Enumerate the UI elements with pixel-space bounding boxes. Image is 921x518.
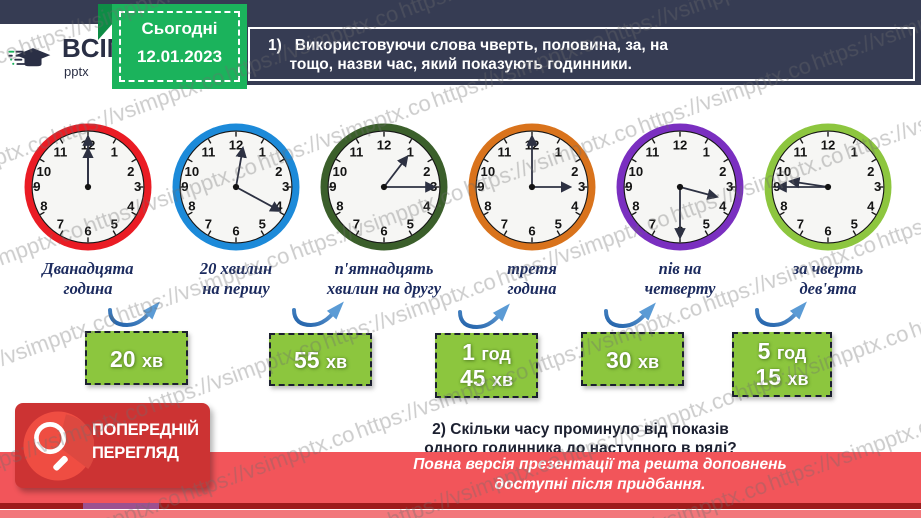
- svg-text:9: 9: [625, 179, 632, 194]
- svg-text:3: 3: [726, 179, 733, 194]
- svg-text:6: 6: [84, 223, 91, 238]
- svg-text:1: 1: [259, 145, 266, 160]
- svg-text:10: 10: [777, 164, 792, 179]
- svg-text:2: 2: [127, 164, 134, 179]
- svg-text:5: 5: [703, 216, 710, 231]
- svg-text:11: 11: [349, 145, 363, 160]
- svg-text:8: 8: [780, 198, 787, 213]
- svg-text:8: 8: [188, 198, 195, 213]
- svg-text:11: 11: [53, 145, 67, 160]
- svg-text:1: 1: [851, 145, 858, 160]
- svg-text:4: 4: [127, 198, 135, 213]
- svg-text:2: 2: [867, 164, 874, 179]
- svg-text:4: 4: [867, 198, 875, 213]
- svg-text:12: 12: [229, 138, 244, 153]
- svg-text:11: 11: [645, 145, 659, 160]
- svg-text:5: 5: [407, 216, 414, 231]
- svg-text:2: 2: [719, 164, 726, 179]
- svg-text:11: 11: [793, 145, 807, 160]
- svg-text:12: 12: [821, 138, 836, 153]
- svg-text:10: 10: [185, 164, 200, 179]
- svg-text:4: 4: [275, 198, 283, 213]
- svg-text:3: 3: [874, 179, 881, 194]
- svg-text:8: 8: [484, 198, 491, 213]
- svg-text:7: 7: [501, 216, 508, 231]
- svg-text:10: 10: [629, 164, 644, 179]
- svg-text:5: 5: [851, 216, 858, 231]
- svg-text:1: 1: [111, 145, 118, 160]
- svg-text:12: 12: [673, 138, 688, 153]
- svg-text:3: 3: [134, 179, 141, 194]
- svg-text:11: 11: [497, 145, 511, 160]
- svg-text:6: 6: [824, 223, 831, 238]
- svg-text:4: 4: [719, 198, 727, 213]
- svg-text:3: 3: [282, 179, 289, 194]
- svg-text:3: 3: [430, 179, 437, 194]
- svg-text:7: 7: [797, 216, 804, 231]
- svg-text:4: 4: [423, 198, 431, 213]
- svg-text:1: 1: [555, 145, 562, 160]
- svg-text:9: 9: [773, 179, 780, 194]
- svg-text:8: 8: [40, 198, 47, 213]
- svg-text:1: 1: [407, 145, 414, 160]
- svg-text:2: 2: [275, 164, 282, 179]
- svg-text:10: 10: [481, 164, 496, 179]
- svg-text:7: 7: [649, 216, 656, 231]
- svg-text:7: 7: [353, 216, 360, 231]
- svg-text:10: 10: [333, 164, 348, 179]
- svg-text:5: 5: [111, 216, 118, 231]
- svg-text:6: 6: [232, 223, 239, 238]
- svg-text:9: 9: [181, 179, 188, 194]
- svg-text:8: 8: [336, 198, 343, 213]
- svg-text:5: 5: [259, 216, 266, 231]
- svg-text:7: 7: [57, 216, 64, 231]
- svg-text:2: 2: [423, 164, 430, 179]
- svg-text:10: 10: [37, 164, 52, 179]
- svg-text:9: 9: [33, 179, 40, 194]
- svg-text:6: 6: [528, 223, 535, 238]
- svg-text:2: 2: [571, 164, 578, 179]
- svg-text:3: 3: [578, 179, 585, 194]
- svg-text:12: 12: [377, 138, 392, 153]
- svg-text:1: 1: [703, 145, 710, 160]
- svg-text:11: 11: [201, 145, 215, 160]
- svg-text:6: 6: [380, 223, 387, 238]
- svg-text:7: 7: [205, 216, 212, 231]
- svg-text:8: 8: [632, 198, 639, 213]
- svg-text:9: 9: [329, 179, 336, 194]
- svg-text:5: 5: [555, 216, 562, 231]
- svg-text:9: 9: [477, 179, 484, 194]
- svg-text:4: 4: [571, 198, 579, 213]
